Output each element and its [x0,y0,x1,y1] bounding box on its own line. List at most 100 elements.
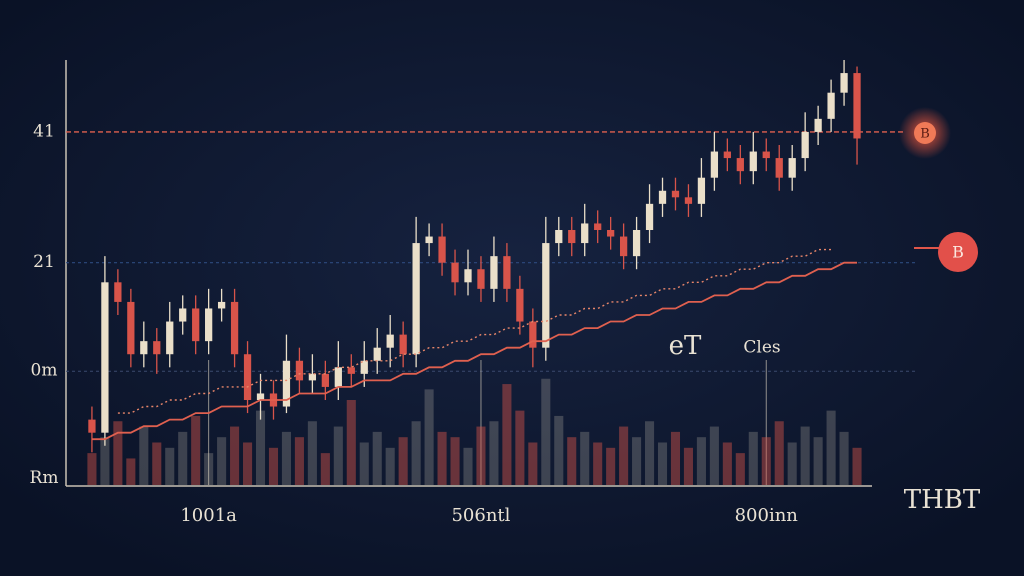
volume-bar [152,442,162,485]
candle-body [464,269,472,283]
candle-body [684,197,693,204]
volume-bar [178,431,188,485]
volume-bar [800,426,810,485]
candle-body [217,301,226,309]
x-tick-label: 800inn [735,505,799,526]
moving-average-line [91,261,857,441]
candle-body [671,190,680,198]
candle-body [438,236,446,263]
volume-bar [813,437,823,485]
volume-bar [217,437,227,485]
candle-body [555,230,563,244]
candle-body [140,341,148,355]
volume-bar [761,437,771,485]
volume-bar [230,426,240,485]
volume-bar [372,431,382,485]
candle-body [256,393,265,400]
volume-bar [722,442,732,485]
volume-bar [255,410,266,485]
candle-body [749,151,757,172]
volume-bar [645,421,655,485]
candle-body [308,373,317,381]
badge [914,122,936,144]
volume-bar [359,442,369,485]
x-tick-label: 506ntl [451,505,510,526]
volume-bar [243,442,253,485]
candle-body [412,243,420,355]
volume-bar [748,431,758,485]
volume-bar [204,453,214,485]
y-tick-label: 21 [33,252,55,272]
candle-body [607,230,615,237]
candle-body [529,321,537,348]
candle-body [853,73,861,139]
volume-bar [307,421,317,485]
volume-bar [411,421,421,485]
volume-bar [580,431,590,485]
volume-bar [346,400,356,485]
candle-body [581,223,589,244]
volume-bar [670,431,681,485]
candle-body [814,118,822,132]
candle-body [192,308,200,342]
volume-bar [281,431,291,485]
annotation: eT [669,331,702,361]
candle-body [568,230,576,244]
candle-body [490,256,498,289]
candle-body [451,262,459,283]
volume-bar [476,426,486,485]
candle-body [762,151,770,159]
candle-body [282,360,291,407]
candle-body [503,256,511,289]
candle-body [386,334,394,348]
candle-body [736,158,744,172]
volume-bar [113,421,123,485]
annotation: Cles [743,338,780,358]
candle-body [230,301,239,355]
volume-bar [554,415,564,485]
candle-body [710,151,719,178]
volume-bar [320,453,330,485]
candle-body [697,177,706,204]
candle-body [373,347,381,361]
volume-bar [709,426,719,485]
volume-bar [191,415,201,485]
candle-body [594,223,602,230]
volume-bar [87,453,97,485]
volume-bar [385,447,395,485]
candle-body [723,151,731,159]
candle-body [619,236,628,257]
candle-body [542,243,550,348]
candle-body [801,131,809,159]
volume-bar [787,442,797,485]
candle-body [425,236,433,244]
volume-bar [852,447,862,485]
volume-bar [683,447,693,485]
volume-bar [268,447,279,485]
volume-bar [294,437,304,485]
volume-bar [735,453,745,485]
candle-body [632,230,641,257]
volume-bar [619,426,629,485]
candle-body [775,158,783,178]
candle-body [658,190,667,204]
candle-body [347,367,355,374]
candle-body [166,321,174,355]
volume-bar [489,421,499,485]
volume-bar [657,442,668,485]
volume-bar [515,410,525,485]
candle-body [645,203,654,230]
candle-body [788,158,796,178]
badge-label: B [952,243,964,262]
candle-body [360,360,368,374]
volume-bar [567,437,577,485]
candle-body [205,308,213,342]
volume-bar [632,437,642,485]
volume-bar [502,384,512,485]
y-tick-label: Rm [30,468,59,488]
volume-bar [696,437,706,485]
candle-body [88,419,96,433]
badge-label: B [920,127,930,142]
y-tick-label: 0m [31,361,58,381]
